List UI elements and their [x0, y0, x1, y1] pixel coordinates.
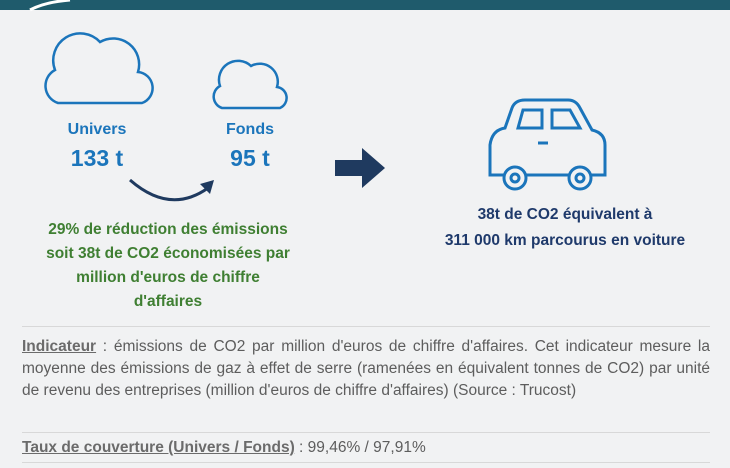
couverture-label: Taux de couverture (Univers / Fonds): [22, 439, 295, 456]
divider: [22, 432, 710, 433]
fonds-label: Fonds: [226, 121, 274, 138]
big-arrow: [335, 148, 385, 188]
divider: [22, 462, 710, 463]
fonds-value: 95 t: [230, 145, 270, 171]
couverture-paragraph: Taux de couverture (Univers / Fonds) : 9…: [22, 437, 710, 459]
couverture-text: : 99,46% / 97,91%: [294, 439, 426, 456]
reduction-line: d'affaires: [134, 293, 202, 310]
top-bar: [0, 0, 730, 10]
univers-label: Univers: [68, 121, 127, 138]
cloud-univers: [44, 32, 154, 105]
reduction-line: million d'euros de chiffre: [76, 269, 260, 286]
reduction-text: 29% de réduction des émissions soit 38t …: [46, 221, 290, 310]
indicateur-label: Indicateur: [22, 338, 97, 355]
cloud-fonds: [212, 59, 288, 110]
car-icon: [488, 98, 607, 191]
reduction-line: soit 38t de CO2 économisées par: [46, 245, 290, 262]
divider: [22, 326, 710, 327]
equivalence-text: 38t de CO2 équivalent à 311 000 km parco…: [445, 206, 686, 249]
top-swoosh: [29, 0, 71, 12]
curved-arrow-head: [200, 180, 214, 194]
equivalence-line: 311 000 km parcourus en voiture: [445, 232, 686, 249]
reduction-line: 29% de réduction des émissions: [48, 221, 287, 238]
indicateur-text: : émissions de CO2 par million d'euros d…: [22, 338, 710, 399]
indicateur-paragraph: Indicateur : émissions de CO2 par millio…: [22, 336, 710, 402]
infographic: Univers 133 t Fonds 95 t 29% de réductio…: [0, 0, 730, 310]
univers-value: 133 t: [71, 145, 124, 171]
equivalence-line: 38t de CO2 équivalent à: [478, 206, 653, 223]
curved-arrow: [129, 178, 209, 202]
